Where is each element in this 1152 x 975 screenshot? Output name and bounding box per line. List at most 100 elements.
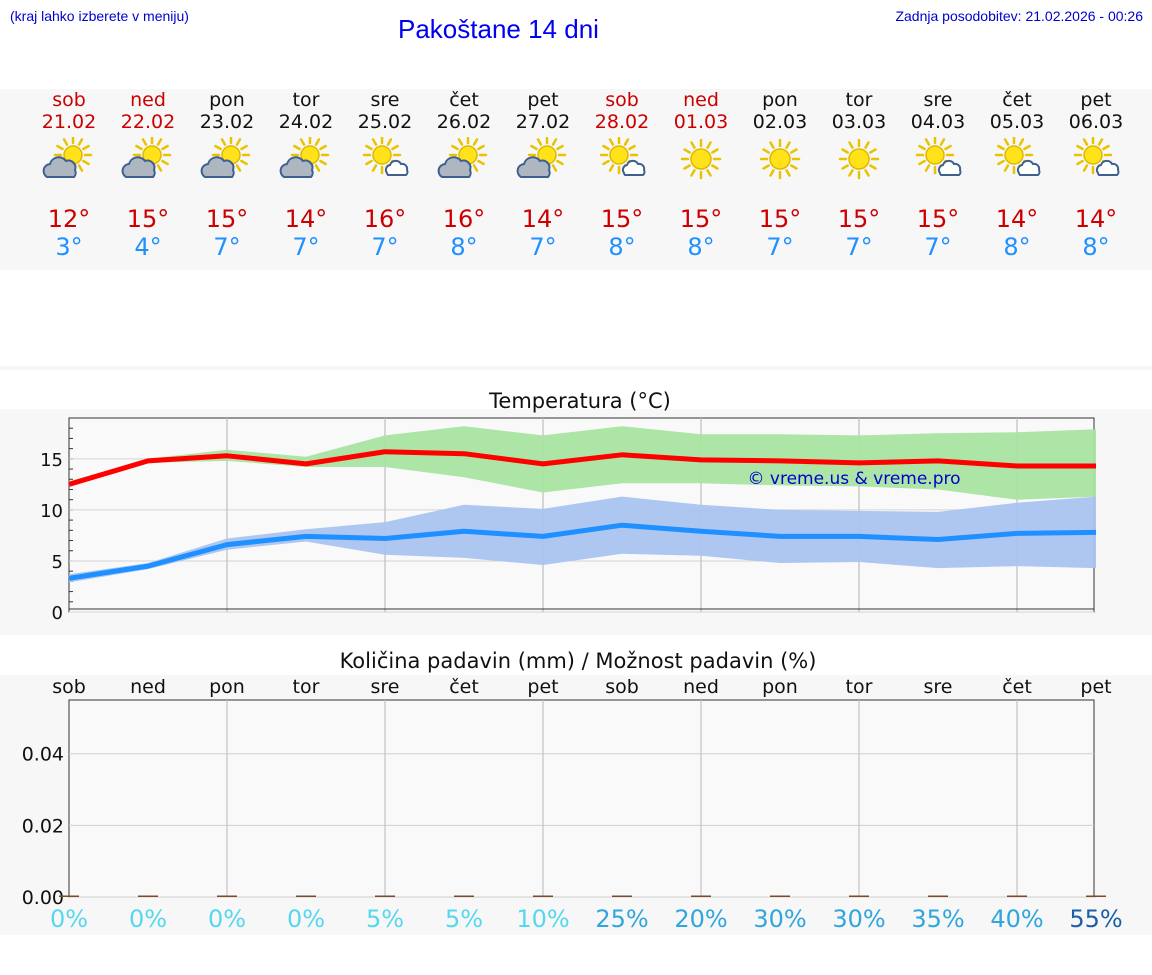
temp-min: 7°	[529, 233, 557, 261]
page-title: Pakoštane 14 dni	[398, 14, 599, 44]
temp-max: 15°	[837, 205, 881, 233]
day-column: sob 28.02 15° 8°	[583, 89, 662, 261]
day-date: 21.02	[41, 111, 97, 133]
temp-max: 12°	[47, 205, 91, 233]
min-range-band	[69, 496, 1096, 583]
day-date: 06.03	[1068, 111, 1124, 133]
day-column: sre 04.03 15° 7°	[899, 89, 978, 261]
day-name: pon	[762, 89, 798, 111]
precipitation-bar	[375, 895, 395, 897]
temperature-chart: Temperatura (°C) 0 5 10 15 © vreme.us & vrem…	[40, 389, 1097, 624]
y-tick-label: 10	[40, 501, 63, 522]
day-name: sre	[923, 89, 953, 111]
precipitation-probability: 30%	[832, 905, 885, 933]
temp-max: 14°	[521, 205, 565, 233]
day-name: tor	[292, 89, 320, 111]
divider	[0, 366, 1152, 370]
temp-max: 15°	[679, 205, 723, 233]
day-column: pet 06.03 14° 8°	[1057, 89, 1136, 261]
day-date: 22.02	[120, 111, 176, 133]
temp-min: 7°	[845, 233, 873, 261]
day-date: 05.03	[989, 111, 1045, 133]
precipitation-bar	[691, 895, 711, 897]
precipitation-bar	[454, 895, 474, 897]
y-tick-label: 5	[52, 552, 63, 573]
day-name: pon	[209, 89, 245, 111]
precipitation-bar	[770, 895, 790, 897]
precipitation-bar	[1086, 895, 1106, 897]
day-name: sob	[52, 89, 86, 111]
temp-max: 15°	[205, 205, 249, 233]
temp-min: 7°	[292, 233, 320, 261]
sun-small-cloud-icon	[594, 135, 650, 187]
day-date: 28.02	[594, 111, 650, 133]
partly-cloudy-icon	[515, 135, 571, 187]
day-date: 04.03	[910, 111, 966, 133]
precipitation-bar	[59, 895, 79, 897]
y-tick-label: 0.04	[22, 744, 64, 766]
precipitation-bar	[533, 895, 553, 897]
temp-max: 16°	[442, 205, 486, 233]
x-category-label: sob	[52, 676, 86, 698]
day-name: ned	[130, 89, 166, 111]
day-column: sob 21.02 12° 3°	[30, 89, 109, 261]
plot-area	[68, 699, 1095, 898]
day-column: sre 25.02 16° 7°	[346, 89, 425, 261]
precipitation-probability: 20%	[674, 905, 727, 933]
sun-icon	[831, 137, 887, 187]
precipitation-bar	[849, 895, 869, 897]
sun-small-cloud-icon	[989, 135, 1045, 187]
precipitation-probability: 30%	[753, 905, 806, 933]
precipitation-probability: 55%	[1069, 905, 1122, 933]
temp-min: 8°	[450, 233, 478, 261]
watermark: © vreme.us & vreme.pro	[747, 469, 960, 489]
day-name: pet	[1080, 89, 1112, 111]
precipitation-chart-title: Količina padavin (mm) / Možnost padavin …	[340, 649, 817, 673]
x-category-label: čet	[449, 676, 479, 698]
day-date: 24.02	[278, 111, 334, 133]
precipitation-bar	[928, 895, 948, 897]
precipitation-probability: 5%	[366, 905, 404, 933]
y-tick-label: 0.00	[22, 887, 64, 909]
x-category-label: sre	[371, 676, 400, 698]
temp-max: 14°	[284, 205, 328, 233]
temp-max: 14°	[995, 205, 1039, 233]
x-category-label: sob	[605, 676, 639, 698]
day-column: tor 24.02 14° 7°	[267, 89, 346, 261]
x-category-label: pon	[762, 676, 798, 698]
precipitation-probability: 0%	[50, 905, 88, 933]
day-column: čet 26.02 16° 8°	[425, 89, 504, 261]
precipitation-bar	[612, 895, 632, 897]
day-column: pet 27.02 14° 7°	[504, 89, 583, 261]
day-name: sre	[370, 89, 400, 111]
precipitation-probability: 35%	[911, 905, 964, 933]
precipitation-bar	[1007, 895, 1027, 897]
precipitation-probability: 5%	[445, 905, 483, 933]
temp-min: 7°	[766, 233, 794, 261]
temp-min: 7°	[371, 233, 399, 261]
last-updated: Zadnja posodobitev: 21.02.2026 - 00:26	[895, 8, 1143, 24]
day-name: pet	[527, 89, 559, 111]
day-date: 02.03	[752, 111, 808, 133]
x-category-label: čet	[1002, 676, 1032, 698]
temp-max: 15°	[758, 205, 802, 233]
day-name: čet	[449, 89, 479, 111]
day-column: ned 01.03 15° 8°	[662, 89, 741, 261]
x-category-label: pet	[527, 676, 558, 698]
day-date: 25.02	[357, 111, 413, 133]
temp-max: 15°	[916, 205, 960, 233]
temp-min: 3°	[55, 233, 83, 261]
x-category-label: pon	[209, 676, 245, 698]
day-date: 27.02	[515, 111, 571, 133]
x-category-label: pet	[1080, 676, 1111, 698]
temp-max: 14°	[1074, 205, 1118, 233]
day-date: 01.03	[673, 111, 729, 133]
day-date: 03.03	[831, 111, 887, 133]
sun-small-cloud-icon	[1068, 135, 1124, 187]
precipitation-chart: Količina padavin (mm) / Možnost padavin …	[22, 649, 1123, 933]
temp-min: 7°	[213, 233, 241, 261]
temperature-chart-title: Temperatura (°C)	[488, 389, 671, 413]
x-category-label: ned	[130, 676, 166, 698]
partly-cloudy-icon	[199, 135, 255, 187]
x-category-label: tor	[293, 676, 320, 698]
